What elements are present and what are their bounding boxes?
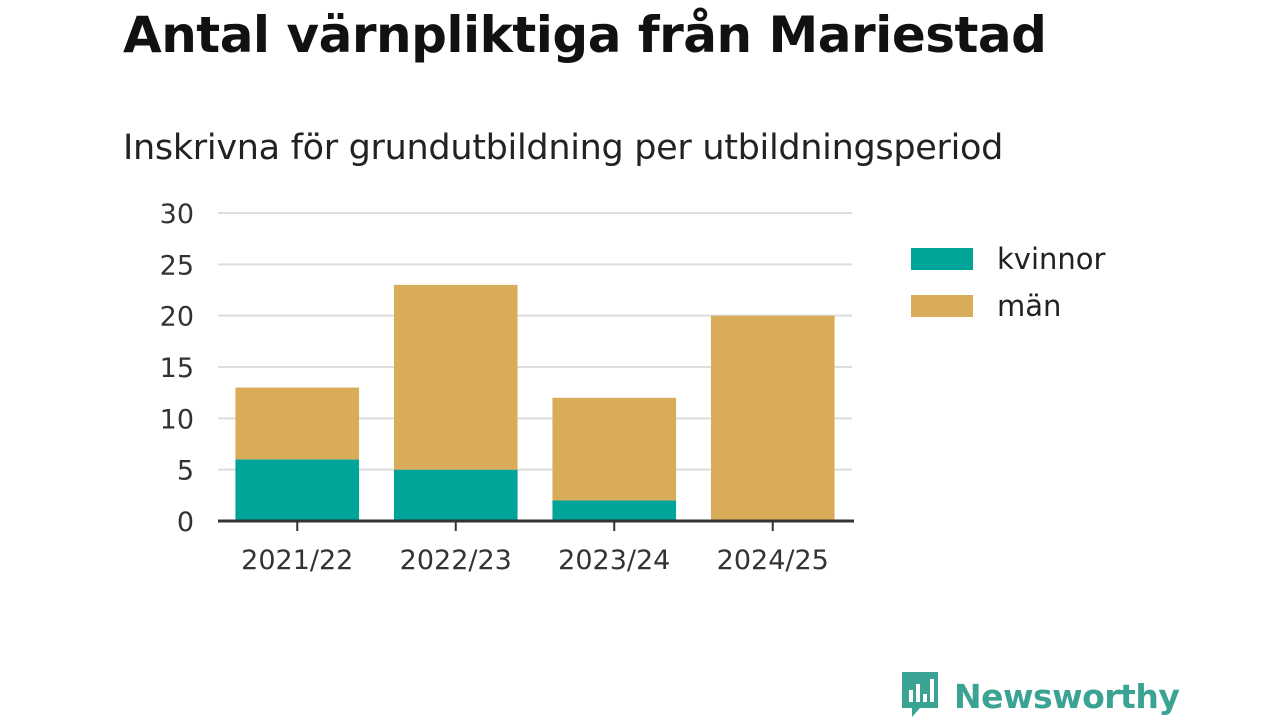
x-tick-label: 2022/23	[400, 545, 512, 576]
y-tick-label: 10	[160, 404, 194, 435]
y-tick-label: 0	[177, 507, 194, 538]
bar-segment	[552, 500, 677, 521]
x-tick-label: 2023/24	[558, 545, 670, 576]
legend-label: män	[997, 289, 1061, 323]
x-tick-label: 2024/25	[717, 545, 829, 576]
y-tick-label: 30	[160, 199, 194, 230]
legend-swatch	[911, 295, 973, 317]
bar-chart-speech-bubble-icon	[900, 670, 940, 722]
legend-swatch	[911, 248, 973, 270]
bar-segment	[710, 315, 835, 521]
bar-segment	[235, 387, 360, 460]
chart-title: Antal värnpliktiga från Mariestad	[123, 6, 1047, 64]
bar-segment	[235, 459, 360, 521]
x-tick-label: 2021/22	[241, 545, 353, 576]
newsworthy-brand: Newsworthy	[900, 670, 1180, 722]
y-tick-label: 15	[160, 353, 194, 384]
brand-name: Newsworthy	[954, 676, 1180, 716]
legend-label: kvinnor	[997, 242, 1106, 276]
y-tick-label: 5	[177, 456, 194, 487]
bar-segment	[393, 469, 518, 521]
stacked-bar-chart: 0 5 10 15 20 25 30 2021/22 2022/23 2023/24 2024/25…	[160, 199, 1106, 576]
y-tick-label: 20	[160, 302, 194, 333]
bar-segment	[552, 397, 677, 501]
bar-segment	[393, 284, 518, 470]
chart-subtitle: Inskrivna för grundutbildning per utbild…	[123, 128, 1004, 168]
y-tick-label: 25	[160, 250, 194, 281]
